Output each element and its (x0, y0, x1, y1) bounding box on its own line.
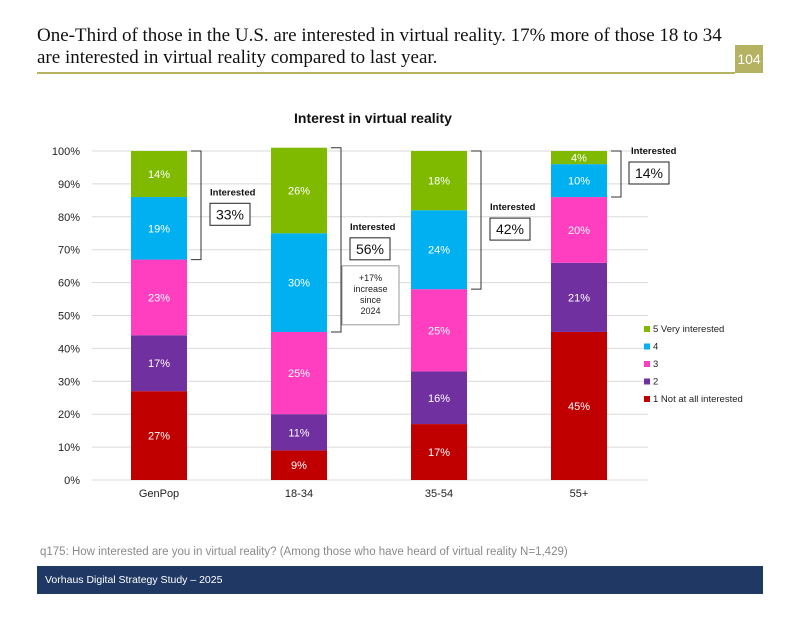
increase-note-line: 2024 (360, 306, 380, 316)
bar-segment (271, 233, 327, 332)
legend-swatch (644, 326, 650, 332)
interested-bracket (191, 150, 202, 261)
data-label: 25% (288, 368, 310, 380)
interested-total-value: 33% (216, 206, 244, 222)
interested-bracket (331, 147, 342, 333)
bar-segment (131, 335, 187, 392)
legend-label: 5 Very interested (653, 324, 724, 335)
y-tick-label: 0% (64, 475, 80, 487)
y-tick-label: 90% (58, 179, 80, 191)
legend-label: 2 (653, 377, 658, 388)
legend-label: 4 (653, 342, 658, 353)
data-label: 21% (568, 292, 590, 304)
interested-total-value: 14% (635, 165, 663, 181)
bar-segment (271, 414, 327, 451)
increase-note-box (341, 265, 400, 326)
x-tick-label: GenPop (139, 488, 179, 500)
interested-total-value: 42% (496, 221, 524, 237)
bar-segment (131, 151, 187, 198)
data-label: 9% (291, 460, 307, 472)
legend-label: 1 Not at all interested (653, 394, 743, 405)
x-tick-label: 18-34 (285, 488, 313, 500)
bar-segment (551, 151, 607, 165)
footer-bar: Vorhaus Digital Strategy Study – 2025 (37, 566, 763, 594)
x-tick-label: 35-54 (425, 488, 453, 500)
bar-segment (131, 197, 187, 260)
y-tick-label: 30% (58, 376, 80, 388)
legend-swatch (644, 396, 650, 402)
data-label: 25% (428, 325, 450, 337)
interested-total-box (209, 202, 251, 226)
bar-segment (411, 289, 467, 372)
data-label: 19% (148, 223, 170, 235)
data-label: 24% (428, 245, 450, 257)
bar-segment (411, 424, 467, 480)
data-label: 11% (288, 427, 309, 439)
legend-swatch (644, 343, 650, 350)
data-label: 30% (288, 278, 310, 290)
y-tick-label: 70% (58, 245, 80, 257)
data-label: 14% (148, 169, 170, 181)
legend-swatch (644, 361, 650, 367)
chart-title: Interest in virtual reality (294, 110, 452, 126)
interested-label: Interested (350, 222, 396, 233)
headline-divider (37, 72, 735, 74)
y-tick-label: 20% (58, 409, 80, 421)
bar-segment (271, 450, 327, 480)
interested-label: Interested (210, 187, 256, 198)
increase-note-line: +17% (359, 273, 382, 283)
interested-total-value: 56% (356, 241, 384, 257)
slide-headline: One-Third of those in the U.S. are inter… (37, 25, 722, 68)
data-label: 27% (148, 431, 170, 443)
data-label: 23% (148, 292, 170, 304)
legend-swatch (644, 378, 650, 385)
page-number: 104 (735, 45, 763, 73)
footer-text: Vorhaus Digital Strategy Study – 2025 (45, 574, 223, 586)
bar-segment (271, 331, 327, 415)
interested-total-box (628, 161, 670, 185)
bar-segment (131, 391, 187, 480)
interested-bracket (471, 150, 482, 290)
interested-total-box (489, 217, 531, 241)
bar-segment (551, 262, 607, 332)
y-tick-label: 10% (58, 442, 80, 454)
x-tick-label: 55+ (570, 488, 589, 500)
y-tick-label: 100% (52, 146, 80, 158)
data-label: 10% (568, 176, 590, 188)
bar-segment (551, 331, 607, 480)
data-label: 16% (428, 393, 450, 405)
bar-segment (551, 197, 607, 263)
y-tick-label: 40% (58, 343, 80, 355)
data-label: 18% (428, 176, 450, 188)
increase-note-line: since (360, 295, 381, 305)
y-tick-label: 80% (58, 212, 80, 224)
data-label: 45% (568, 401, 590, 413)
data-label: 26% (288, 185, 310, 197)
increase-note-line: increase (353, 284, 387, 294)
interested-total-box (349, 237, 391, 261)
data-label: 20% (568, 225, 590, 237)
legend-label: 3 (653, 359, 658, 370)
bar-segment (271, 147, 327, 234)
data-label: 17% (428, 447, 450, 459)
bar-segment (131, 259, 187, 336)
y-tick-label: 50% (58, 311, 80, 323)
data-label: 4% (571, 153, 587, 165)
bar-segment (411, 371, 467, 425)
data-label: 17% (148, 358, 170, 370)
survey-footnote: q175: How interested are you in virtual … (40, 546, 568, 558)
interested-label: Interested (631, 146, 677, 157)
interested-label: Interested (490, 202, 536, 213)
bar-segment (411, 151, 467, 211)
bar-segment (551, 164, 607, 198)
interested-bracket (611, 150, 622, 198)
y-tick-label: 60% (58, 278, 80, 290)
bar-segment (411, 210, 467, 290)
